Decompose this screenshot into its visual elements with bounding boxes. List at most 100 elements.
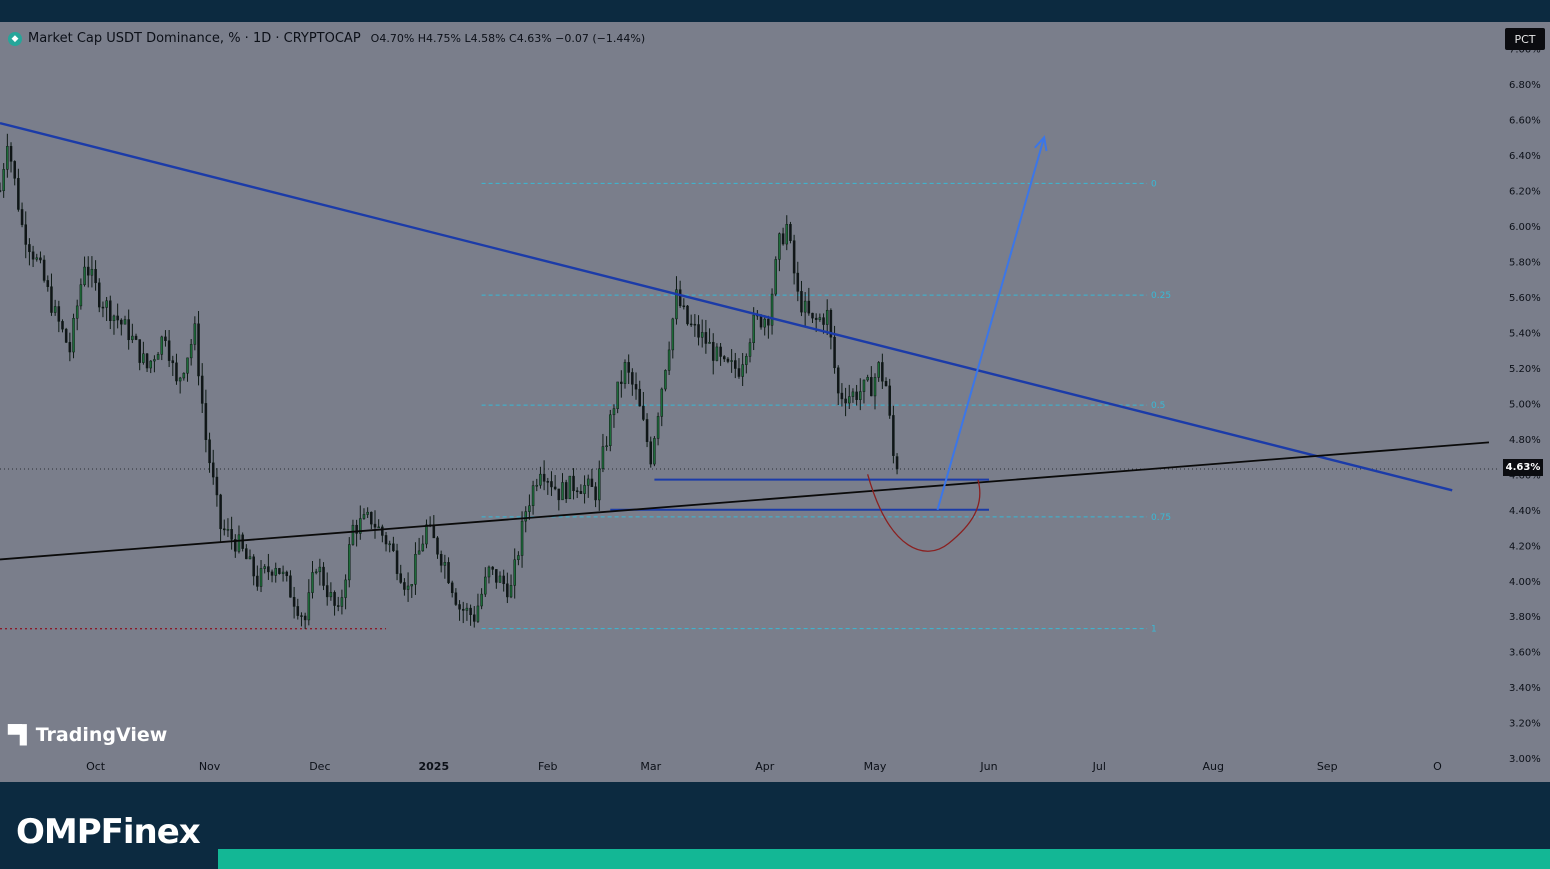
- candle-body: [814, 317, 818, 320]
- candle-body: [204, 403, 208, 440]
- candle-body: [531, 485, 535, 506]
- candle-body: [127, 319, 130, 341]
- brand-logo: OMPFinex: [16, 812, 201, 852]
- candle-body: [829, 309, 833, 338]
- top-band: [0, 0, 1550, 22]
- candle-body: [13, 161, 16, 179]
- candle-body: [450, 582, 454, 594]
- candle-body: [568, 475, 572, 500]
- brand-footer: OMPFinex: [0, 782, 1550, 869]
- candle-body: [642, 405, 645, 420]
- candle-body: [348, 544, 351, 581]
- candle-body: [800, 291, 803, 313]
- candle-body: [86, 266, 90, 276]
- candle-body: [362, 514, 366, 519]
- candle-body: [836, 367, 840, 394]
- chart-frame[interactable]: 7.00% 6.80% 6.60% 6.40% 6.20% 6.00% 5.80% 5.60%…: [0, 22, 1550, 782]
- candle-body: [399, 573, 402, 583]
- candle-body: [870, 377, 873, 397]
- candle-body: [612, 408, 616, 416]
- candle-body: [895, 456, 899, 470]
- cup-curve-drawing: [867, 474, 981, 552]
- candle-body: [781, 233, 785, 245]
- candle-body: [528, 505, 531, 512]
- candle-body: [517, 555, 520, 560]
- candle-body: [156, 354, 160, 360]
- candle-body: [31, 251, 35, 260]
- y-tick-label: 4.20%: [1509, 541, 1541, 552]
- x-tick-label: Jul: [1092, 760, 1106, 773]
- candle-body: [72, 318, 75, 353]
- candle-body: [281, 571, 285, 574]
- candle-body: [609, 414, 612, 447]
- fib-level-label: 0: [1151, 179, 1157, 189]
- candle-body: [792, 240, 796, 274]
- candle-body: [351, 524, 355, 545]
- candle-body: [506, 583, 509, 598]
- candle-body: [601, 446, 605, 470]
- candle-body: [723, 356, 726, 360]
- y-tick-label: 5.40%: [1509, 328, 1541, 339]
- candle-body: [116, 315, 119, 321]
- candle-body: [620, 381, 623, 384]
- price-chart[interactable]: 7.00% 6.80% 6.60% 6.40% 6.20% 6.00% 5.80% 5.60%…: [0, 22, 1550, 782]
- candle-body: [42, 259, 46, 281]
- candle-body: [495, 569, 498, 583]
- candle-body: [881, 362, 884, 382]
- scale-mode-button[interactable]: PCT: [1505, 28, 1545, 50]
- candle-body: [395, 550, 399, 574]
- candle-body: [178, 377, 182, 382]
- candle-body: [24, 224, 27, 245]
- x-tick-label: Nov: [199, 760, 221, 773]
- candle-body: [575, 490, 579, 493]
- candle-body: [469, 607, 472, 616]
- candle-body: [590, 478, 594, 488]
- candle-body: [373, 523, 377, 528]
- candle-body: [616, 381, 619, 409]
- candle-body: [223, 528, 226, 531]
- candle-body: [193, 323, 197, 345]
- candle-body: [579, 491, 583, 494]
- candle-body: [759, 315, 763, 328]
- candle-body: [509, 585, 513, 598]
- y-tick-label: 4.80%: [1509, 435, 1541, 446]
- fib-level-label: 0.25: [1151, 291, 1171, 301]
- candle-body: [502, 575, 505, 585]
- candle-body: [465, 607, 469, 611]
- candle-body: [314, 571, 318, 574]
- candle-body: [689, 323, 693, 326]
- candle-body: [572, 475, 575, 492]
- candle-body: [704, 332, 708, 344]
- candle-body: [855, 391, 858, 400]
- candle-body: [561, 482, 564, 501]
- candle-body: [171, 360, 175, 364]
- candle-body: [520, 520, 524, 556]
- y-tick-label: 5.20%: [1509, 364, 1541, 375]
- candle-body: [414, 554, 417, 585]
- candle-body: [811, 312, 814, 319]
- candle-body: [803, 300, 807, 313]
- candle-body: [149, 360, 152, 369]
- x-tick-label: Aug: [1202, 760, 1223, 773]
- candle-body: [53, 306, 57, 313]
- candle-body: [208, 439, 211, 464]
- symbol-legend[interactable]: ◆ Market Cap USDT Dominance, % · 1D · CR…: [8, 31, 645, 46]
- tradingview-logo[interactable]: ▀▌ TradingView: [8, 724, 167, 746]
- y-tick-label: 6.20%: [1509, 187, 1541, 198]
- candle-body: [693, 323, 697, 326]
- candle-body: [17, 178, 20, 210]
- y-tick-label: 3.80%: [1509, 612, 1541, 623]
- candle-body: [498, 575, 502, 583]
- tether-icon: ◆: [8, 31, 22, 46]
- x-tick-label: 2025: [419, 760, 450, 773]
- candle-body: [131, 335, 134, 341]
- ascending-trendline: [0, 441, 1490, 561]
- candle-body: [550, 481, 553, 488]
- candle-body: [417, 550, 421, 555]
- candle-body: [340, 597, 344, 607]
- y-tick-label: 6.40%: [1509, 151, 1541, 162]
- candle-body: [215, 476, 219, 496]
- candle-body: [83, 266, 86, 285]
- candle-body: [35, 257, 39, 260]
- candle-body: [767, 318, 770, 326]
